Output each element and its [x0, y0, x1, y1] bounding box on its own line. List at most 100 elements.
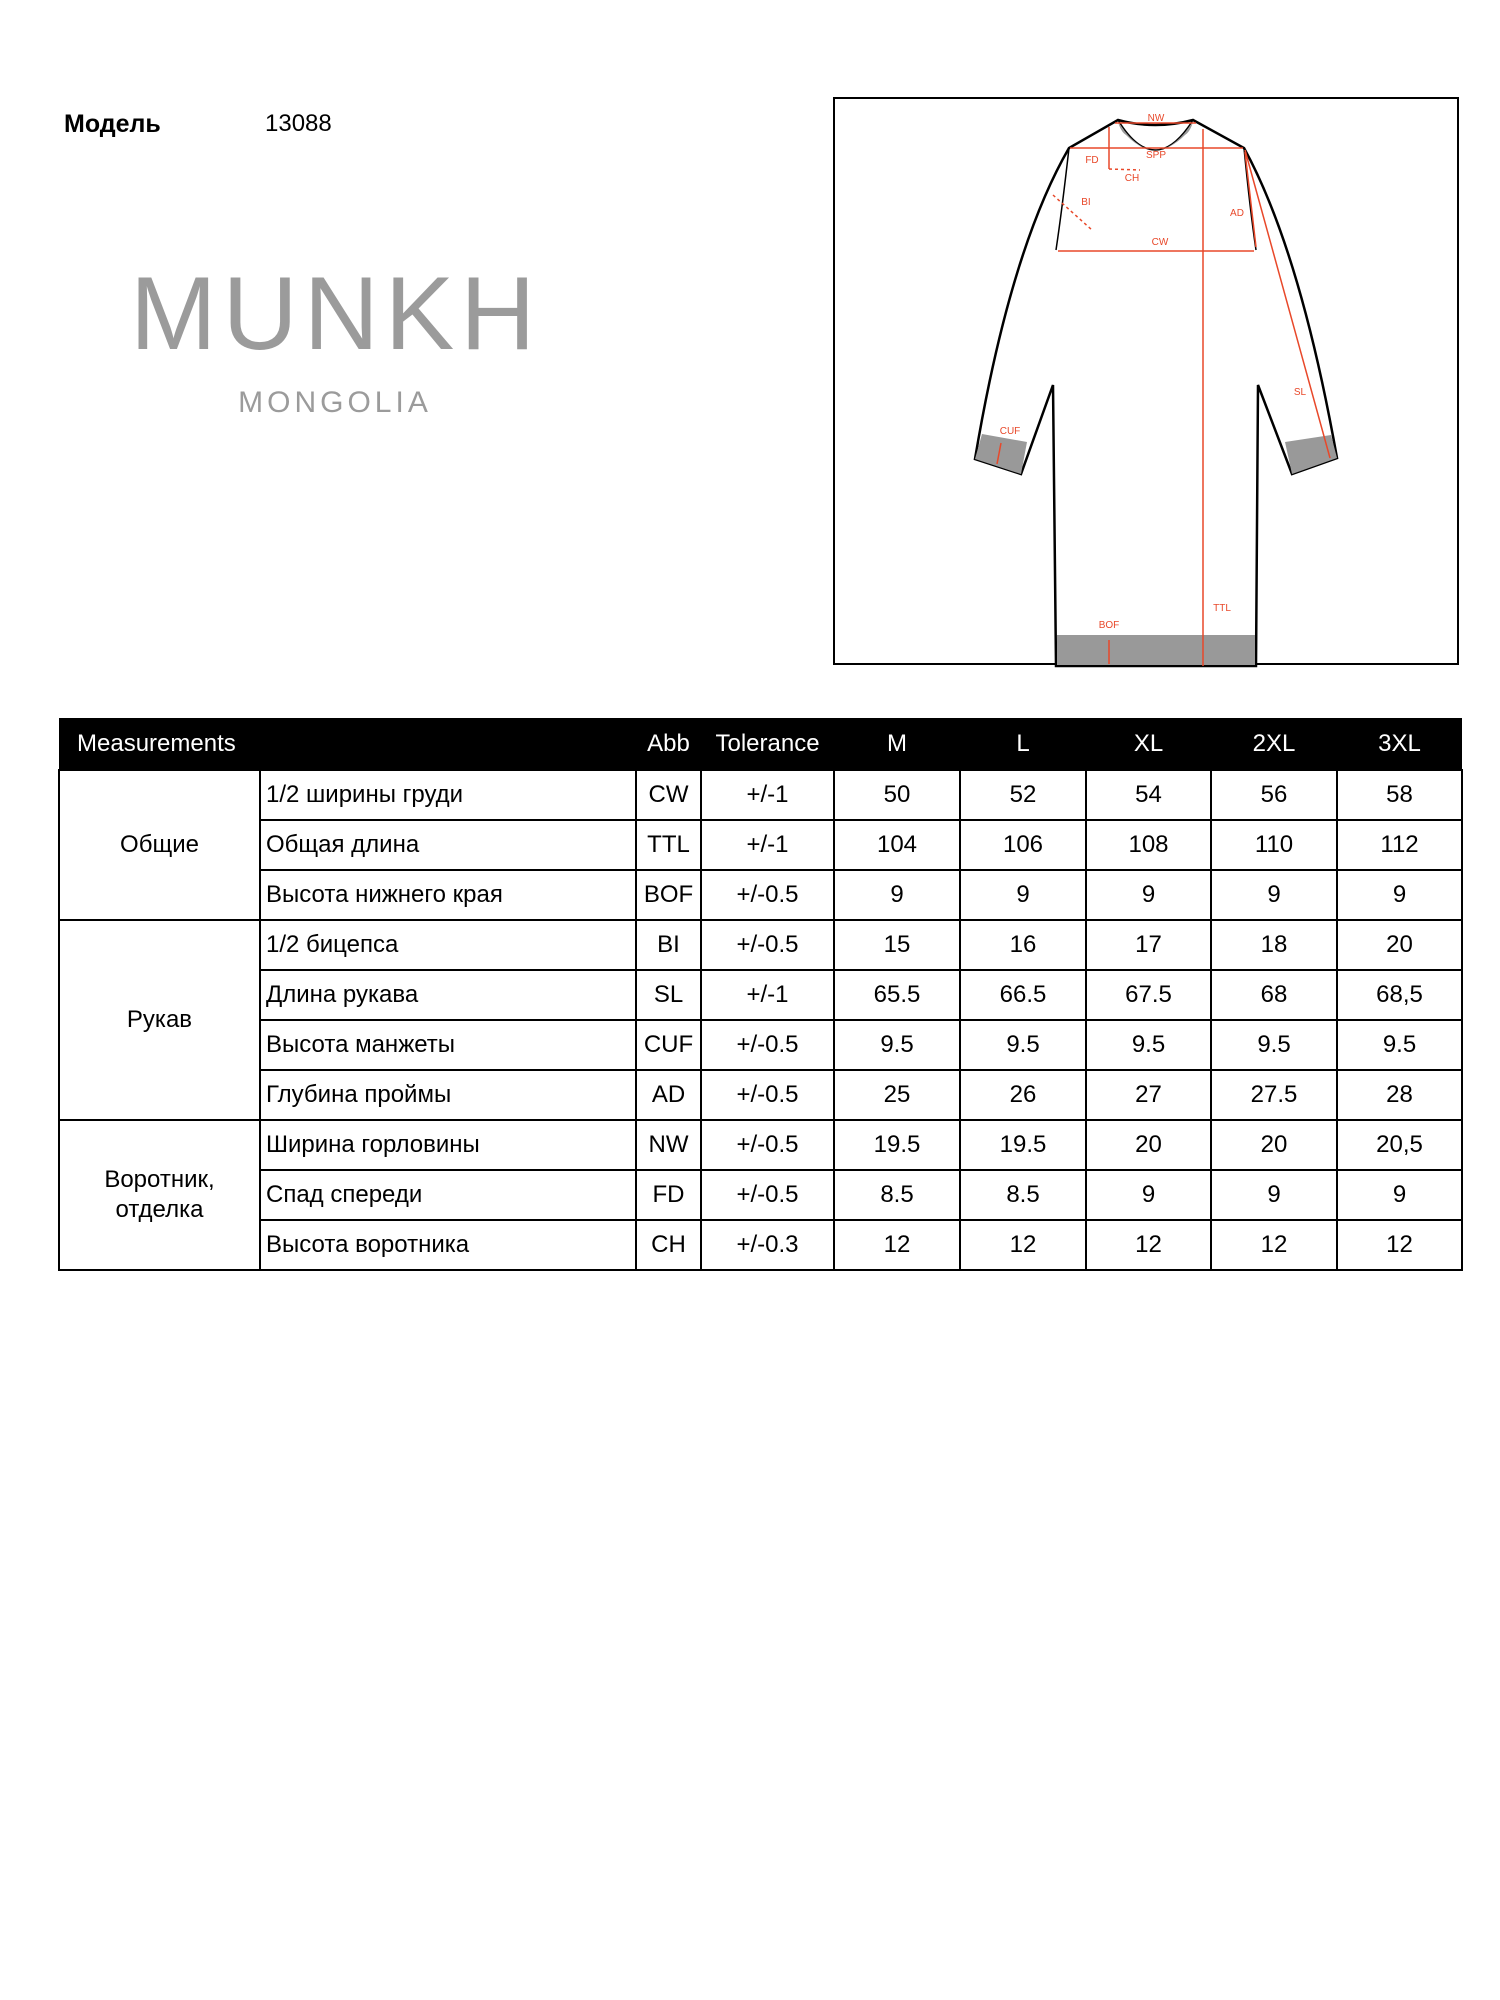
label-bof: BOF	[1099, 620, 1120, 631]
size-value: 104	[833, 819, 962, 871]
size-value: 9.5	[1085, 1019, 1213, 1071]
size-value: 67.5	[1085, 969, 1213, 1021]
size-value: 20	[1210, 1119, 1339, 1171]
label-bi: BI	[1081, 197, 1090, 208]
group-name: Воротник, отделка	[58, 1119, 261, 1271]
dim-ad	[1244, 151, 1257, 248]
measurement-name: Спад спереди	[258, 1169, 638, 1221]
size-value: 12	[833, 1219, 962, 1271]
tolerance: +/-0.5	[700, 1169, 836, 1221]
measurement-name: Глубина проймы	[258, 1069, 638, 1121]
abbreviation: BI	[635, 919, 703, 971]
size-value: 12	[1210, 1219, 1339, 1271]
size-value: 9.5	[1210, 1019, 1339, 1071]
size-value: 9.5	[959, 1019, 1088, 1071]
table-row: Воротник, отделка Ширина горловины NW +/-0.…	[58, 1119, 1464, 1271]
label-ch: CH	[1125, 173, 1139, 184]
size-value: 12	[959, 1219, 1088, 1271]
group-name: Рукав	[58, 919, 261, 1121]
size-value: 17	[1085, 919, 1213, 971]
size-value: 56	[1210, 769, 1339, 821]
tolerance: +/-0.5	[700, 1119, 836, 1171]
abbreviation: TTL	[635, 819, 703, 871]
size-value: 16	[959, 919, 1088, 971]
size-value: 9	[1336, 1169, 1464, 1221]
header-size-xl: XL	[1086, 718, 1212, 770]
size-value: 54	[1085, 769, 1213, 821]
size-value: 20,5	[1336, 1119, 1464, 1171]
garment-diagram: NW SPP FD CH BI AD CW SL CUF BOF TTL	[973, 113, 1339, 668]
abbreviation: CH	[635, 1219, 703, 1271]
dim-ch	[1108, 168, 1141, 171]
measurement-name: Высота воротника	[258, 1219, 638, 1271]
tolerance: +/-1	[700, 969, 836, 1021]
header-size-m: M	[834, 718, 961, 770]
measurement-name: Высота манжеты	[258, 1019, 638, 1071]
measurement-name: Длина рукава	[258, 969, 638, 1021]
size-value: 9	[1210, 1169, 1339, 1221]
table-row: Спад спереди FD +/-0.5 8.5 8.5 9 9 9	[59, 1169, 1464, 1221]
table-header-row: Measurements Abb Tolerance M L XL 2XL 3X…	[59, 718, 1463, 770]
size-value: 20	[1336, 919, 1464, 971]
header-size-2xl: 2XL	[1211, 718, 1338, 770]
size-value: 110	[1210, 819, 1339, 871]
garment-outline	[973, 118, 1339, 668]
size-value: 9	[1085, 1169, 1213, 1221]
size-value: 8.5	[833, 1169, 962, 1221]
tolerance: +/-0.5	[700, 1019, 836, 1071]
size-value: 8.5	[959, 1169, 1088, 1221]
brand-logo: MUNKH MONGOLIA	[130, 262, 540, 420]
label-cw: CW	[1152, 237, 1169, 248]
measurement-name: Ширина горловины	[258, 1119, 638, 1171]
size-value: 52	[959, 769, 1088, 821]
measurement-name: 1/2 ширины груди	[258, 769, 638, 821]
size-value: 18	[1210, 919, 1339, 971]
tolerance: +/-0.5	[700, 1069, 836, 1121]
abbreviation: NW	[635, 1119, 703, 1171]
table-row: Общие 1/2 ширины груди CW +/-1 50 52 54 56 58	[58, 769, 1464, 921]
size-value: 65.5	[833, 969, 962, 1021]
dim-cuf	[996, 442, 1002, 465]
size-value: 9	[1210, 869, 1339, 921]
label-ad: AD	[1230, 208, 1244, 219]
logo-sub: MONGOLIA	[238, 386, 432, 419]
abbreviation: BOF	[635, 869, 703, 921]
label-spp: SPP	[1146, 150, 1166, 161]
tolerance: +/-1	[700, 769, 836, 821]
table-row: Высота воротника CH +/-0.3 12 12 12 12 12	[59, 1219, 1464, 1271]
size-value: 68,5	[1336, 969, 1464, 1021]
model-number: 13088	[265, 110, 332, 137]
size-value: 26	[959, 1069, 1088, 1121]
measurement-name: Общая длина	[258, 819, 638, 871]
header-tolerance: Tolerance	[701, 718, 835, 770]
table-row: Глубина проймы AD +/-0.5 25 26 27 27.5 28	[59, 1069, 1464, 1121]
label-ttl: TTL	[1213, 603, 1231, 614]
size-value: 19.5	[959, 1119, 1088, 1171]
size-value: 19.5	[833, 1119, 962, 1171]
size-value: 112	[1336, 819, 1464, 871]
measurement-name: Высота нижнего края	[258, 869, 638, 921]
size-value: 28	[1336, 1069, 1464, 1121]
size-value: 66.5	[959, 969, 1088, 1021]
rib-trims	[975, 122, 1337, 665]
dim-sl	[1244, 149, 1331, 459]
size-value: 9	[833, 869, 962, 921]
size-value: 25	[833, 1069, 962, 1121]
abbreviation: CW	[635, 769, 703, 821]
header-measurements: Measurements	[59, 718, 637, 770]
size-value: 106	[959, 819, 1088, 871]
header-size-3xl: 3XL	[1337, 718, 1463, 770]
label-nw: NW	[1148, 113, 1165, 124]
size-value: 9.5	[833, 1019, 962, 1071]
abbreviation: SL	[635, 969, 703, 1021]
model-label: Модель	[64, 110, 161, 138]
table-row: Общая длина TTL +/-1 104 106 108 110 112	[59, 819, 1464, 871]
size-value: 50	[833, 769, 962, 821]
tolerance: +/-0.3	[700, 1219, 836, 1271]
size-value: 15	[833, 919, 962, 971]
size-value: 12	[1336, 1219, 1464, 1271]
size-value: 27	[1085, 1069, 1213, 1121]
size-value: 68	[1210, 969, 1339, 1021]
label-sl: SL	[1294, 387, 1307, 398]
